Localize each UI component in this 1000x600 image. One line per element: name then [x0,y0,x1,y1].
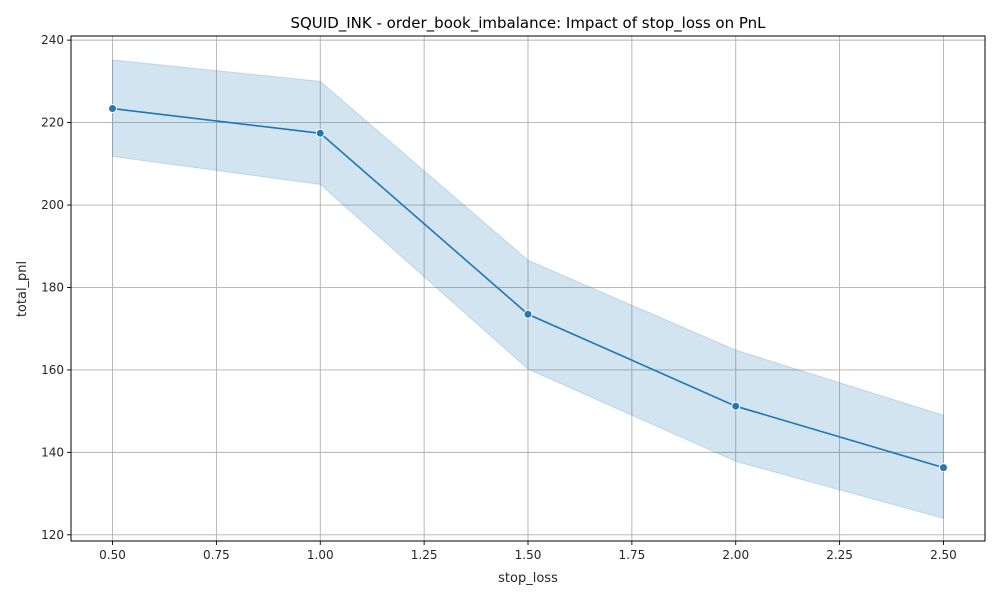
data-point [938,463,948,473]
y-axis-ticks: 120 140 160 180 200 220 240 [41,33,71,542]
y-tick-label: 240 [41,33,64,47]
y-tick-label: 140 [41,445,64,459]
grid [71,36,985,541]
data-point [108,104,118,114]
y-tick-label: 220 [41,116,64,130]
x-tick-label: 0.75 [203,548,230,562]
x-tick-label: 1.50 [515,548,542,562]
data-point [523,309,533,319]
y-tick-label: 180 [41,280,64,294]
data-point [731,401,741,411]
y-tick-label: 160 [41,363,64,377]
y-tick-label: 200 [41,198,64,212]
data-points [108,104,948,473]
x-axis-ticks: 0.50 0.75 1.00 1.25 1.50 1.75 2.00 2.25 2.50 [99,541,957,562]
chart-title: SQUID_INK - order_book_imbalance: Impact… [290,14,766,33]
x-tick-label: 0.50 [99,548,126,562]
x-tick-label: 1.75 [619,548,646,562]
x-axis-label: stop_loss [498,571,558,586]
x-tick-label: 2.25 [826,548,853,562]
y-axis-label: total_pnl [15,261,30,317]
x-tick-label: 2.00 [722,548,749,562]
x-tick-label: 1.00 [307,548,334,562]
data-point [315,128,325,138]
x-tick-label: 2.50 [930,548,957,562]
x-tick-label: 1.25 [411,548,438,562]
y-tick-label: 120 [41,528,64,542]
